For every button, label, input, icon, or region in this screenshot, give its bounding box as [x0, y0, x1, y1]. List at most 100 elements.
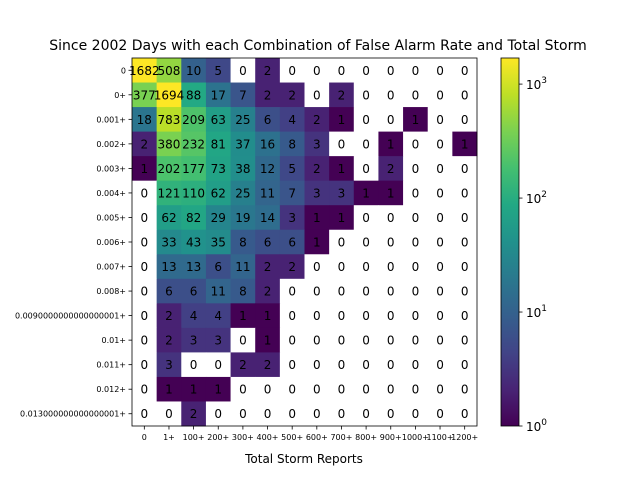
cell-value-label: 2 [313, 162, 321, 176]
cell-value-label: 1 [338, 162, 346, 176]
cell-value-label: 2 [338, 88, 346, 102]
cell-value-label: 6 [264, 236, 272, 250]
cell-value-label: 0 [387, 88, 395, 102]
cell-value-label: 0 [436, 236, 444, 250]
heatmap-cell [230, 156, 256, 182]
heatmap-cell [156, 58, 182, 83]
heatmap-cell [156, 254, 182, 280]
heatmap-cell [353, 254, 379, 280]
cell-value-label: 73 [211, 162, 226, 176]
heatmap-cell [279, 303, 305, 329]
cell-value-label: 1 [412, 113, 420, 127]
heatmap-cell [403, 156, 429, 182]
heatmap-cell [181, 82, 207, 108]
cell-value-label: 1 [313, 236, 321, 250]
cell-value-label: 0 [436, 383, 444, 397]
heatmap-cell [255, 131, 281, 157]
heatmap-cell [279, 58, 305, 83]
cell-value-label: 0 [461, 64, 469, 78]
x-tick-label: 0 [142, 433, 147, 442]
x-tick-label: 1000+ [402, 433, 429, 442]
cell-value-label: 8 [239, 236, 247, 250]
heatmap-cell [427, 376, 453, 402]
cell-value-label: 0 [436, 260, 444, 274]
cell-value-label: 88 [186, 88, 201, 102]
cell-value-label: 33 [161, 236, 176, 250]
cell-value-label: 2 [239, 358, 247, 372]
cell-value-label: 62 [211, 186, 226, 200]
cell-value-label: 0 [436, 64, 444, 78]
cell-value-label: 0 [313, 64, 321, 78]
cell-value-label: 2 [165, 309, 173, 323]
heatmap-cell [279, 327, 305, 353]
cell-value-label: 0 [141, 186, 149, 200]
heatmap-cell [329, 401, 355, 427]
heatmap-cell [403, 229, 429, 255]
heatmap-cell [205, 303, 231, 329]
heatmap-cell [132, 401, 158, 427]
heatmap-cell [353, 58, 379, 83]
heatmap-cell [205, 82, 231, 108]
cell-value-label: 6 [190, 285, 198, 299]
cell-value-label: 0 [141, 236, 149, 250]
heatmap-cell [329, 376, 355, 402]
heatmap-cell [427, 229, 453, 255]
cell-value-label: 0 [338, 309, 346, 323]
x-tick-label: 300+ [232, 433, 254, 442]
heatmap-cell [279, 401, 305, 427]
colorbar-tick-label: 103 [526, 76, 547, 92]
cell-value-label: 0 [436, 113, 444, 127]
heatmap-cell [255, 107, 281, 132]
y-tick-label: 0.013000000000000001+ [20, 410, 126, 419]
cell-value-label: 0 [338, 64, 346, 78]
heatmap-cell [279, 82, 305, 108]
cell-value-label: 1 [362, 186, 370, 200]
heatmap-cell [132, 205, 158, 231]
heatmap-cell [304, 401, 330, 427]
heatmap-cell [452, 156, 478, 182]
cell-value-label: 0 [461, 285, 469, 299]
cell-value-label: 12 [260, 162, 275, 176]
x-axis-label: Total Storm Reports [244, 452, 363, 466]
cell-value-label: 8 [288, 137, 296, 151]
heatmap-cell [452, 401, 478, 427]
colorbar-ticks: 100 101 102 103 [519, 76, 547, 434]
heatmap-cell [181, 376, 207, 402]
cell-value-label: 0 [239, 383, 247, 397]
cell-value-label: 0 [412, 260, 420, 274]
heatmap-cell [403, 303, 429, 329]
cell-value-label: 25 [235, 186, 250, 200]
heatmap-cell [205, 156, 231, 182]
x-tick-label: 1+ [163, 433, 175, 442]
cell-value-label: 0 [412, 383, 420, 397]
cell-value-label: 4 [190, 309, 198, 323]
cell-value-label: 0 [190, 358, 198, 372]
cell-value-label: 0 [313, 358, 321, 372]
heatmap-cell [279, 131, 305, 157]
heatmap-cell [427, 401, 453, 427]
cell-value-label: 0 [387, 64, 395, 78]
cell-value-label: 0 [412, 407, 420, 421]
cell-value-label: 19 [235, 211, 250, 225]
cell-value-label: 5 [288, 162, 296, 176]
cell-value-label: 0 [165, 407, 173, 421]
heatmap-cell [403, 107, 429, 132]
cell-value-label: 11 [260, 186, 275, 200]
heatmap-cell [279, 254, 305, 280]
heatmap-cell [156, 131, 182, 157]
cell-value-label: 0 [362, 407, 370, 421]
cell-value-label: 0 [387, 236, 395, 250]
heatmap-cell [181, 401, 207, 427]
cell-value-label: 0 [412, 285, 420, 299]
heatmap-cell [452, 254, 478, 280]
y-tick-label: 0.0090000000000000001+ [15, 312, 126, 321]
cell-value-label: 783 [158, 113, 181, 127]
heatmap-cell [378, 156, 404, 182]
cell-value-label: 0 [264, 383, 272, 397]
heatmap-cell [452, 180, 478, 206]
heatmap-cell [230, 205, 256, 231]
y-tick-label: 0.01+ [101, 336, 126, 345]
cell-value-label: 2 [264, 64, 272, 78]
cell-value-label: 0 [412, 64, 420, 78]
heatmap-cell [353, 180, 379, 206]
